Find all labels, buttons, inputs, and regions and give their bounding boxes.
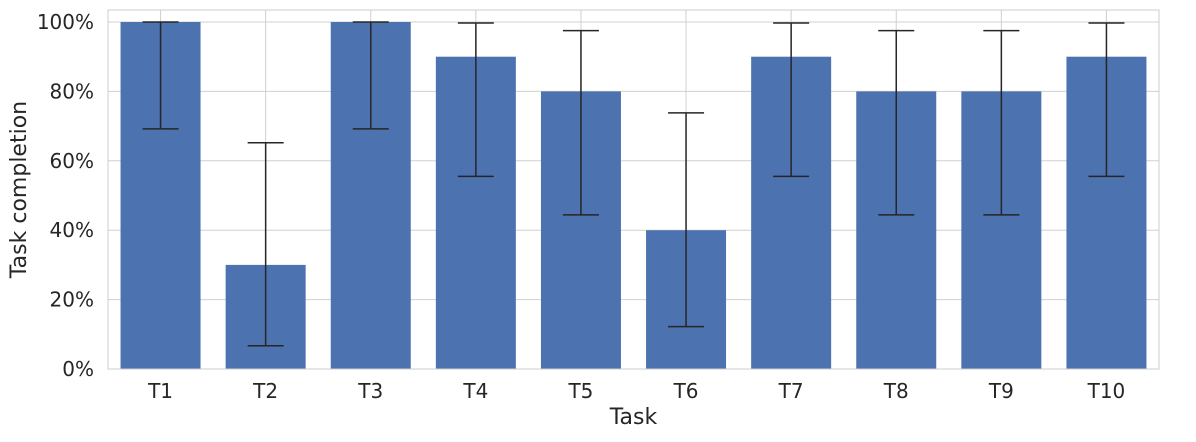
y-tick-label: 80% bbox=[50, 79, 94, 103]
bars bbox=[120, 22, 1147, 370]
x-tick-label: T5 bbox=[567, 379, 593, 403]
x-axis-label: Task bbox=[609, 405, 658, 430]
x-tick-label: T3 bbox=[357, 379, 383, 403]
x-tick-label: T8 bbox=[883, 379, 909, 403]
y-tick-label: 20% bbox=[50, 288, 94, 312]
plot-frame bbox=[107, 9, 1160, 370]
x-tick-labels: T1 T2 T3 T4 T5 T6 T7 T8 T9 T10 bbox=[147, 379, 1125, 403]
x-tick-label: T7 bbox=[778, 379, 804, 403]
y-axis-label: Task completion bbox=[7, 101, 32, 279]
error-bars bbox=[142, 21, 1125, 347]
y-tick-label: 100% bbox=[37, 10, 94, 34]
x-tick-label: T9 bbox=[988, 379, 1014, 403]
x-tick-label: T6 bbox=[673, 379, 699, 403]
y-tick-label: 40% bbox=[50, 218, 94, 242]
x-tick-label: T1 bbox=[147, 379, 173, 403]
x-tick-label: T2 bbox=[252, 379, 278, 403]
y-tick-label: 0% bbox=[62, 357, 94, 381]
y-tick-label: 60% bbox=[50, 149, 94, 173]
y-tick-labels: 0% 20% 40% 60% 80% 100% bbox=[37, 10, 94, 381]
x-tick-label: T10 bbox=[1087, 379, 1126, 403]
x-tick-label: T4 bbox=[462, 379, 488, 403]
